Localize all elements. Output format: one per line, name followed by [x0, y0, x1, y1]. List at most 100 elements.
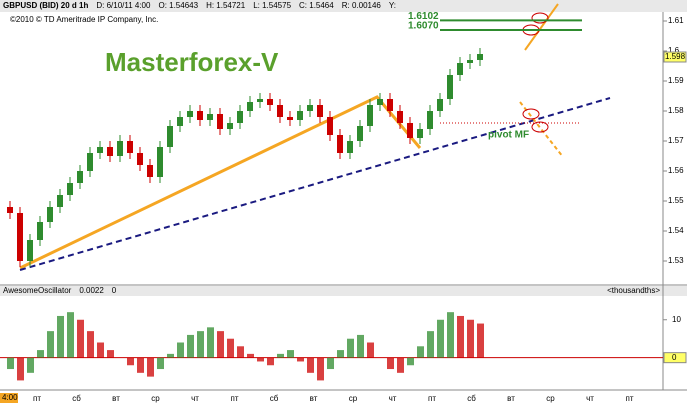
osc-bar	[397, 357, 404, 373]
x-tick-label: пт	[231, 394, 239, 403]
osc-bar	[417, 346, 424, 358]
candle-body	[337, 135, 343, 153]
osc-bar	[67, 312, 74, 358]
osc-header-field: 0.0022	[79, 286, 104, 295]
candle-body	[17, 213, 23, 261]
osc-bar	[107, 350, 114, 358]
candle-body	[137, 153, 143, 165]
time-box	[0, 393, 18, 403]
y-tick-label: 1.55	[668, 196, 684, 205]
x-tick-label: чт	[586, 394, 594, 403]
time-label: 4:00	[2, 393, 18, 402]
candle-body	[317, 105, 323, 117]
candle-body	[217, 114, 223, 129]
x-tick-label: ср	[546, 394, 555, 403]
osc-bar	[387, 357, 394, 370]
y-tick-label: 1.57	[668, 136, 684, 145]
candle-body	[257, 99, 263, 102]
x-tick-label: пт	[33, 394, 41, 403]
osc-bar	[37, 350, 44, 358]
osc-bar	[317, 357, 324, 381]
candle-body	[467, 60, 473, 63]
osc-bar	[157, 357, 164, 370]
candle-body	[447, 75, 453, 99]
osc-bar	[227, 338, 234, 358]
osc-bar	[327, 357, 334, 370]
candle-body	[347, 141, 353, 153]
osc-bar	[137, 357, 144, 373]
x-tick-label: пт	[428, 394, 436, 403]
candle-body	[207, 114, 213, 120]
osc-bar	[307, 357, 314, 373]
x-tick-label: ср	[349, 394, 358, 403]
candle-body	[377, 99, 383, 105]
osc-bar	[447, 312, 454, 358]
candle-body	[427, 111, 433, 129]
y-tick-label: 1.6	[668, 46, 680, 55]
level-label: 1.6070	[408, 21, 439, 32]
osc-bar	[437, 319, 444, 358]
osc-bar	[277, 353, 284, 358]
candle-body	[167, 126, 173, 147]
candle-body	[277, 105, 283, 117]
header-field: C: 1.5464	[299, 1, 334, 10]
candle-body	[37, 222, 43, 240]
osc-bar	[297, 357, 304, 362]
osc-header-bar	[0, 286, 687, 296]
osc-bar	[457, 315, 464, 358]
osc-tick-label: 10	[672, 315, 681, 324]
level-label: 1.6102	[408, 11, 439, 22]
candle-body	[247, 102, 253, 111]
candle-body	[327, 117, 333, 135]
candle-body	[187, 111, 193, 117]
header-field: D: 6/10/11 4:00	[96, 1, 151, 10]
osc-tick-label: 0	[672, 353, 677, 362]
osc-bar	[167, 353, 174, 358]
y-tick-label: 1.59	[668, 76, 684, 85]
candle-body	[307, 105, 313, 111]
x-tick-label: вт	[310, 394, 318, 403]
circle	[531, 121, 549, 133]
pivot-label: pivot MF	[488, 130, 529, 141]
x-tick-label: чт	[389, 394, 397, 403]
osc-bar	[57, 315, 64, 358]
candle-body	[147, 165, 153, 177]
osc-bar	[77, 319, 84, 358]
osc-bar	[17, 357, 24, 381]
osc-bar	[177, 342, 184, 358]
osc-bar	[7, 357, 14, 370]
chart-title: Masterforex-V	[105, 47, 279, 77]
candle-body	[47, 207, 53, 222]
candle-body	[227, 123, 233, 129]
candle-body	[477, 54, 483, 60]
osc-bar	[207, 327, 214, 358]
x-tick-label: сб	[467, 394, 476, 403]
osc-bar	[367, 342, 374, 358]
candle-body	[457, 63, 463, 75]
x-tick-label: сб	[270, 394, 279, 403]
circle	[522, 108, 540, 120]
candle-body	[117, 141, 123, 156]
candle-body	[127, 141, 133, 153]
osc-bar	[197, 331, 204, 358]
osc-bar	[407, 357, 414, 366]
arrow-down	[519, 101, 564, 158]
candle-body	[407, 123, 413, 138]
osc-bar	[347, 338, 354, 358]
osc-bar	[127, 357, 134, 366]
y-tick-label: 1.53	[668, 256, 684, 265]
osc-bar	[467, 319, 474, 358]
osc-bar	[267, 357, 274, 366]
header-field: R: 0.00146	[342, 1, 382, 10]
last-price: 1.598	[665, 52, 686, 61]
osc-bar	[257, 357, 264, 362]
candle-body	[107, 147, 113, 156]
header-field: O: 1.54643	[158, 1, 198, 10]
candle-body	[387, 99, 393, 111]
osc-bar	[427, 331, 434, 358]
candle-body	[197, 111, 203, 120]
header-field: L: 1.54575	[253, 1, 291, 10]
x-tick-label: вт	[507, 394, 515, 403]
osc-bar	[87, 331, 94, 358]
x-tick-label: пт	[626, 394, 634, 403]
